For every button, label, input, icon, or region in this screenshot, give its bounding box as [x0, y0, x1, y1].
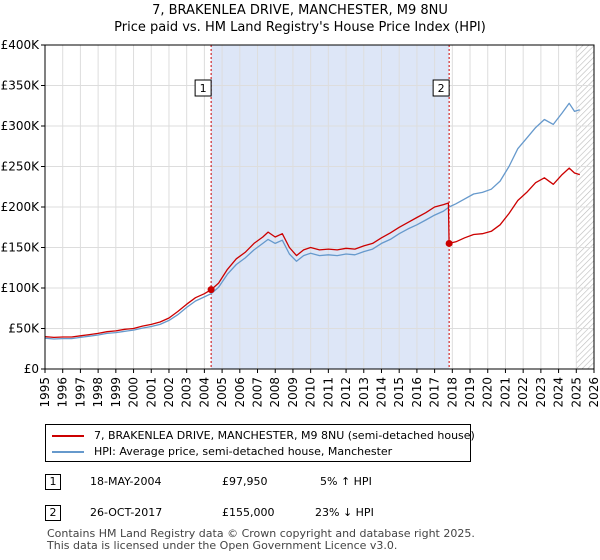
x-tick-label: 2003 — [180, 377, 194, 408]
x-tick-label: 2025 — [569, 377, 583, 408]
x-tick-label: 2012 — [339, 377, 353, 408]
legend-swatch-hpi — [52, 451, 84, 453]
x-tick-label: 2021 — [498, 377, 512, 408]
sale-box-label-1: 1 — [200, 82, 207, 95]
x-tick-label: 1996 — [56, 377, 70, 408]
sale-point-1 — [207, 286, 215, 294]
chart-title: 7, BRAKENLEA DRIVE, MANCHESTER, M9 8NU — [152, 3, 448, 18]
x-tick-label: 2013 — [357, 377, 371, 408]
x-tick-label: 2004 — [197, 377, 211, 408]
y-tick-label: £100K — [1, 281, 41, 295]
sale-badge-2: 2 — [45, 505, 61, 521]
x-tick-label: 2020 — [481, 377, 495, 408]
x-tick-label: 2011 — [321, 377, 335, 408]
y-tick-label: £150K — [1, 241, 41, 255]
x-tick-label: 2007 — [251, 377, 265, 408]
x-tick-label: 1997 — [73, 377, 87, 408]
footer-line-1: Contains HM Land Registry data © Crown c… — [47, 527, 475, 540]
y-tick-label: £400K — [1, 38, 41, 52]
x-tick-label: 1999 — [109, 377, 123, 408]
sale-box-2 — [432, 79, 450, 97]
sale-point-2 — [445, 239, 453, 247]
x-tick-label: 2001 — [144, 377, 158, 408]
footer-line-2: This data is licensed under the Open Gov… — [47, 539, 398, 552]
x-tick-label: 2008 — [268, 377, 282, 408]
sale-price-2: £155,000 — [222, 506, 275, 519]
sale-badge-1: 1 — [45, 474, 61, 490]
y-tick-label: £250K — [1, 160, 41, 174]
x-tick-label: 2005 — [215, 377, 229, 408]
x-tick-label: 1995 — [38, 377, 52, 408]
price-chart: 1995 1996 1997 1998 1999 2000 2001 2002 2003 2004… — [1, 38, 600, 408]
x-tick-label: 2000 — [127, 377, 141, 408]
x-tick-label: 2014 — [374, 377, 388, 408]
x-tick-label: 2002 — [162, 377, 176, 408]
x-tick-label: 2017 — [428, 377, 442, 408]
sale-hpi-2: 23% ↓ HPI — [315, 506, 374, 519]
legend-swatch-property — [52, 435, 84, 437]
plot-frame — [44, 44, 595, 370]
sale-date-1: 18-MAY-2004 — [90, 475, 162, 488]
sale-hpi-1: 5% ↑ HPI — [320, 475, 372, 488]
legend-label-hpi: HPI: Average price, semi-detached house,… — [94, 445, 393, 458]
legend: 7, BRAKENLEA DRIVE, MANCHESTER, M9 8NU (… — [45, 424, 475, 462]
x-tick-label: 2010 — [304, 377, 318, 408]
sale-box-label-2: 2 — [438, 82, 445, 95]
series-line-property — [45, 167, 580, 339]
x-tick-label: 2022 — [516, 377, 530, 408]
x-tick-label: 2016 — [410, 377, 424, 408]
x-tick-label: 2024 — [552, 377, 566, 408]
series-line-hpi — [45, 102, 580, 340]
x-tick-label: 2018 — [445, 377, 459, 408]
x-tick-label: 1998 — [91, 377, 105, 408]
y-tick-label: £300K — [1, 119, 41, 133]
x-tick-label: 2009 — [286, 377, 300, 408]
y-tick-label: £350K — [1, 79, 41, 93]
sale-row-1: 1 18-MAY-2004 £97,950 5% ↑ HPI — [45, 473, 465, 491]
x-tick-label: 2006 — [233, 377, 247, 408]
y-tick-label: £200K — [1, 200, 41, 214]
footer: Contains HM Land Registry data © Crown c… — [47, 528, 475, 552]
x-tick-label: 2023 — [534, 377, 548, 408]
x-tick-label: 2026 — [587, 377, 600, 408]
sale-box-1 — [194, 79, 212, 97]
x-tick-label: 2015 — [392, 377, 406, 408]
x-tick-label: 2019 — [463, 377, 477, 408]
sale-row-2: 2 26-OCT-2017 £155,000 23% ↓ HPI — [45, 504, 465, 522]
chart-subtitle: Price paid vs. HM Land Registry's House … — [114, 20, 486, 35]
sale-date-2: 26-OCT-2017 — [90, 506, 163, 519]
y-tick-label: £50K — [8, 322, 40, 336]
legend-label-property: 7, BRAKENLEA DRIVE, MANCHESTER, M9 8NU (… — [94, 429, 475, 442]
sale-price-1: £97,950 — [222, 475, 268, 488]
y-tick-label: £0 — [24, 362, 39, 376]
